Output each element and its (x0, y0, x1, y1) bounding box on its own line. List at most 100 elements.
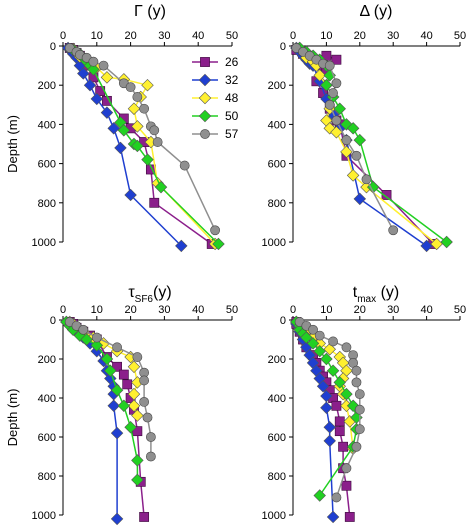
y-tick-label: 800 (268, 471, 286, 483)
x-tick-label: 0 (290, 304, 296, 316)
data-point (344, 512, 355, 522)
data-point (351, 441, 362, 452)
data-point (139, 375, 150, 386)
y-tick-label: 1000 (32, 510, 56, 522)
data-point (127, 102, 141, 115)
legend-label: 50 (225, 109, 239, 123)
y-tick-label: 600 (268, 159, 286, 171)
legend-marker (200, 129, 210, 139)
data-point (341, 135, 352, 145)
data-point (313, 69, 326, 82)
data-point (110, 383, 124, 397)
data-point (145, 451, 156, 462)
x-tick-label: 40 (420, 304, 432, 316)
data-point (212, 237, 225, 251)
data-point (314, 330, 325, 341)
data-point (323, 421, 336, 434)
data-point (100, 352, 114, 366)
legend-entry: 32 (192, 73, 239, 87)
legend-entry: 26 (192, 55, 239, 69)
data-point (131, 473, 144, 487)
data-point (210, 225, 220, 236)
panel-title: Γ (y) (134, 3, 166, 20)
data-point (117, 124, 131, 137)
data-point (90, 339, 104, 352)
data-point (320, 78, 333, 92)
panel-title: tmax (y) (353, 284, 399, 305)
data-point (341, 480, 352, 491)
data-point (331, 400, 342, 411)
data-point (338, 441, 348, 452)
x-tick-label: 40 (192, 30, 204, 42)
data-point (323, 122, 336, 135)
data-point (80, 333, 93, 346)
legend-entry: 50 (192, 109, 239, 123)
series-32 (61, 41, 188, 253)
x-tick-label: 10 (320, 304, 332, 316)
data-point (340, 145, 353, 159)
data-point (340, 387, 353, 401)
y-tick-label: 400 (268, 119, 286, 131)
data-point (131, 454, 144, 467)
data-point (328, 88, 338, 98)
legend-marker (198, 91, 212, 105)
x-tick-label: 20 (124, 304, 136, 316)
x-tick-label: 30 (387, 304, 399, 316)
data-point (313, 489, 326, 502)
data-point (328, 336, 338, 347)
data-point (127, 399, 141, 413)
data-point (388, 225, 399, 236)
y-tick-label: 1000 (262, 237, 286, 249)
data-point (334, 426, 345, 437)
x-tick-label: 20 (354, 30, 366, 42)
series-57 (291, 43, 399, 236)
data-point (333, 376, 346, 389)
x-tick-label: 40 (420, 30, 432, 42)
data-point (324, 60, 335, 71)
data-point (127, 360, 141, 374)
data-point (104, 364, 117, 377)
x-tick-label: 50 (226, 30, 238, 42)
data-point (131, 409, 144, 422)
data-point (440, 235, 453, 249)
y-tick-label: 600 (38, 432, 56, 444)
data-point (152, 137, 163, 147)
data-point (326, 364, 340, 377)
data-point (141, 78, 154, 92)
data-point (149, 197, 160, 208)
data-point (139, 396, 150, 407)
data-point (78, 324, 89, 335)
data-point (346, 399, 360, 413)
data-point (83, 78, 97, 92)
data-point (118, 369, 129, 380)
x-tick-label: 40 (192, 304, 204, 316)
data-point (131, 120, 144, 133)
legend-label: 48 (225, 91, 239, 105)
legend-marker (198, 109, 212, 123)
y-tick-label: 200 (268, 80, 286, 92)
data-point (361, 174, 372, 185)
legend-label: 26 (225, 55, 239, 69)
x-tick-label: 0 (60, 304, 66, 316)
data-point (110, 426, 124, 440)
x-tick-label: 10 (320, 30, 332, 42)
series-57 (294, 317, 365, 503)
legend-label: 32 (225, 73, 239, 87)
y-tick-label: 800 (38, 471, 56, 483)
y-tick-label: 0 (50, 315, 56, 327)
data-point (308, 324, 318, 335)
data-point (351, 150, 362, 161)
data-point (346, 122, 360, 135)
data-point (320, 352, 333, 366)
y-tick-label: 0 (50, 41, 56, 53)
y-tick-label: 200 (38, 80, 56, 92)
data-point (323, 69, 336, 82)
x-tick-label: 10 (91, 30, 103, 42)
title-tail: (y) (153, 284, 172, 301)
data-point (353, 192, 367, 206)
data-point (107, 122, 120, 135)
x-tick-label: 20 (124, 30, 136, 42)
data-point (313, 344, 326, 358)
data-point (100, 106, 114, 119)
